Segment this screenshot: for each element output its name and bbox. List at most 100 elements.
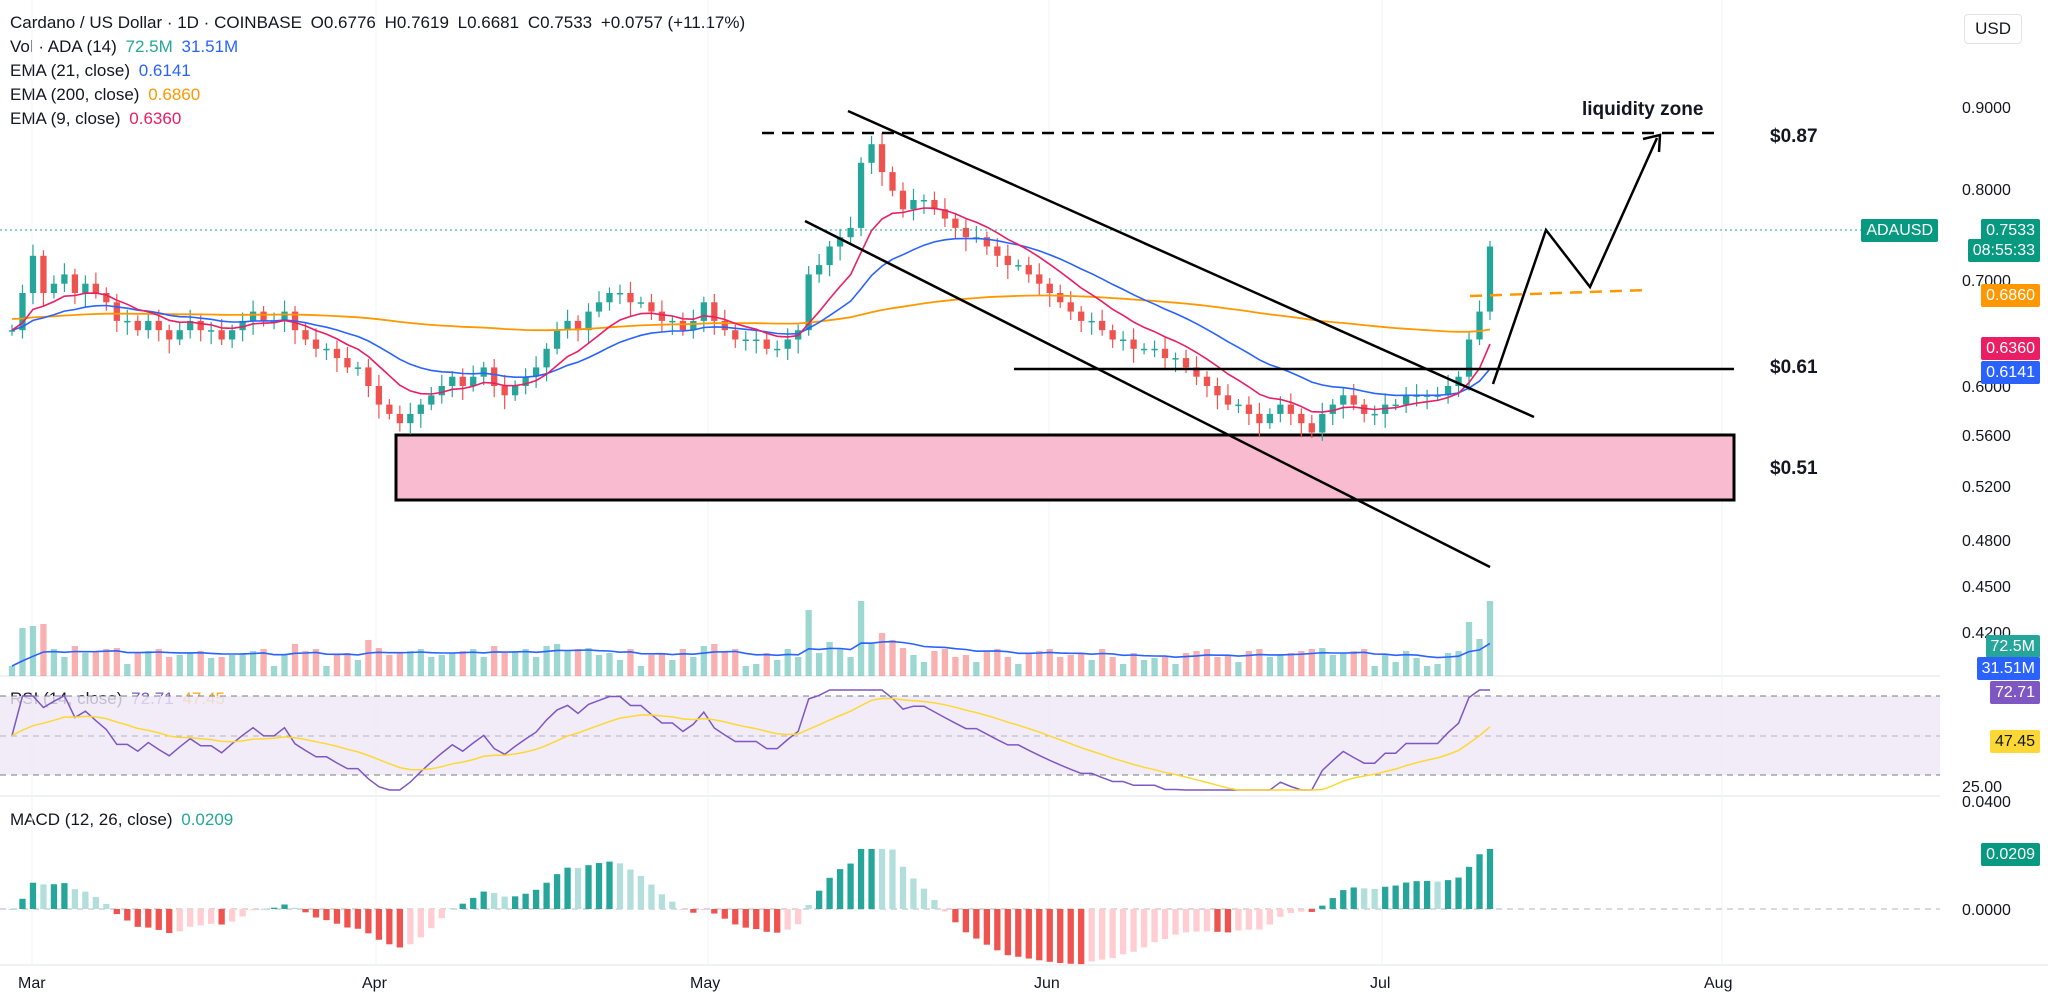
volume-bar xyxy=(700,646,707,676)
volume-bar xyxy=(847,657,854,676)
volume-bar xyxy=(1308,649,1315,676)
macd-bar xyxy=(228,909,236,922)
volume-bar xyxy=(512,651,519,676)
volume-bar xyxy=(386,655,393,676)
price-tick-0-8000: 0.8000 xyxy=(1962,182,2011,199)
volume-bar xyxy=(1224,655,1232,676)
candle-body xyxy=(197,320,204,331)
candle-body xyxy=(1182,358,1190,368)
macd-bar xyxy=(155,909,162,930)
macd-bar xyxy=(574,868,582,909)
macd-bar xyxy=(302,909,309,913)
candle-body xyxy=(1214,386,1221,396)
macd-bar xyxy=(166,909,173,934)
candle-body xyxy=(836,237,844,247)
volume-bar xyxy=(40,624,47,676)
macd-bar xyxy=(281,904,288,909)
candle-body xyxy=(941,209,949,219)
macd-bar xyxy=(270,907,278,909)
candle-body xyxy=(1130,339,1137,349)
candle-body xyxy=(1340,395,1347,405)
macd-bar xyxy=(396,909,403,948)
candles xyxy=(8,133,1494,441)
candle-body xyxy=(595,302,603,312)
candle-body xyxy=(648,302,655,312)
level-051-label: $0.51 xyxy=(1770,458,1818,479)
macd-bar xyxy=(1078,909,1085,965)
macd-bar xyxy=(365,909,372,934)
volume-bar xyxy=(931,651,938,676)
candle-body xyxy=(1277,404,1284,414)
macd-bar xyxy=(501,896,508,909)
volume-bar xyxy=(878,633,886,676)
currency-button[interactable]: USD xyxy=(1964,14,2022,44)
volume-bar xyxy=(1025,653,1032,676)
volume-bar xyxy=(470,649,477,676)
candle-body xyxy=(847,227,854,238)
volume-bar xyxy=(1203,649,1211,676)
volume-bar xyxy=(113,648,120,676)
volume-bar xyxy=(784,649,791,676)
macd-bar xyxy=(648,884,655,909)
macd-bar xyxy=(1319,905,1326,909)
high-value: H0.7619 xyxy=(384,13,449,32)
macd-bar xyxy=(1392,885,1399,909)
candle-body xyxy=(407,413,414,424)
macd-bar xyxy=(784,909,791,930)
candle-body xyxy=(1004,255,1011,266)
volume-bar xyxy=(532,657,540,676)
macd-bar xyxy=(512,896,519,909)
volume-bar xyxy=(417,649,424,676)
ema21-label: EMA (21, close) xyxy=(10,61,130,80)
volume-bar xyxy=(669,660,676,676)
candle-body xyxy=(1486,246,1494,312)
candle-body xyxy=(910,200,917,210)
candle-body xyxy=(658,311,666,321)
macd-bar xyxy=(941,909,949,912)
volume-bar xyxy=(941,649,949,676)
ema200-legend: EMA (200, close) 0.6860 xyxy=(10,85,204,105)
macd-bar xyxy=(249,909,257,911)
volume-bar xyxy=(155,649,162,676)
candle-body xyxy=(868,144,875,163)
candle-body xyxy=(784,339,791,349)
ema9-tag: 0.6360 xyxy=(1981,337,2040,360)
channel-lower-line xyxy=(804,219,1491,569)
x-label-jun: Jun xyxy=(1034,975,1060,992)
candle-body xyxy=(983,237,990,247)
candle-body xyxy=(470,376,477,386)
ema21-legend: EMA (21, close) 0.6141 xyxy=(10,61,195,81)
candle-body xyxy=(532,367,540,377)
volume-bar xyxy=(962,655,970,676)
volume-bar xyxy=(1371,666,1378,676)
macd-bar xyxy=(1402,882,1410,909)
volume-bar xyxy=(1413,658,1420,676)
macd-bar xyxy=(386,909,393,945)
volume-bar xyxy=(1172,664,1179,676)
volume-bar xyxy=(920,662,928,676)
macd-bar xyxy=(1161,909,1169,939)
macd-bar xyxy=(679,909,687,910)
macd-bar xyxy=(983,909,990,945)
volume-bar xyxy=(1036,651,1043,676)
macd-bar xyxy=(585,865,592,909)
volume-bar xyxy=(1140,660,1148,676)
candle-body xyxy=(1046,283,1053,293)
volume-bar xyxy=(281,655,288,676)
volume-bar xyxy=(1182,653,1190,676)
candle-body xyxy=(1099,320,1106,331)
candle-body xyxy=(1161,348,1169,359)
candle-body xyxy=(449,376,456,386)
volume-bar xyxy=(459,651,466,676)
candle-body xyxy=(931,200,938,210)
volume-bar xyxy=(291,644,299,676)
macd-bar xyxy=(375,909,383,940)
candle-body xyxy=(438,386,445,396)
candle-body xyxy=(71,274,79,293)
volume-bar xyxy=(952,657,959,676)
candle-body xyxy=(564,320,571,331)
countdown-tag: 08:55:33 xyxy=(1967,239,2040,262)
macd-histogram xyxy=(8,849,1494,965)
macd-bar xyxy=(1298,909,1305,912)
candle-body xyxy=(1025,265,1032,275)
